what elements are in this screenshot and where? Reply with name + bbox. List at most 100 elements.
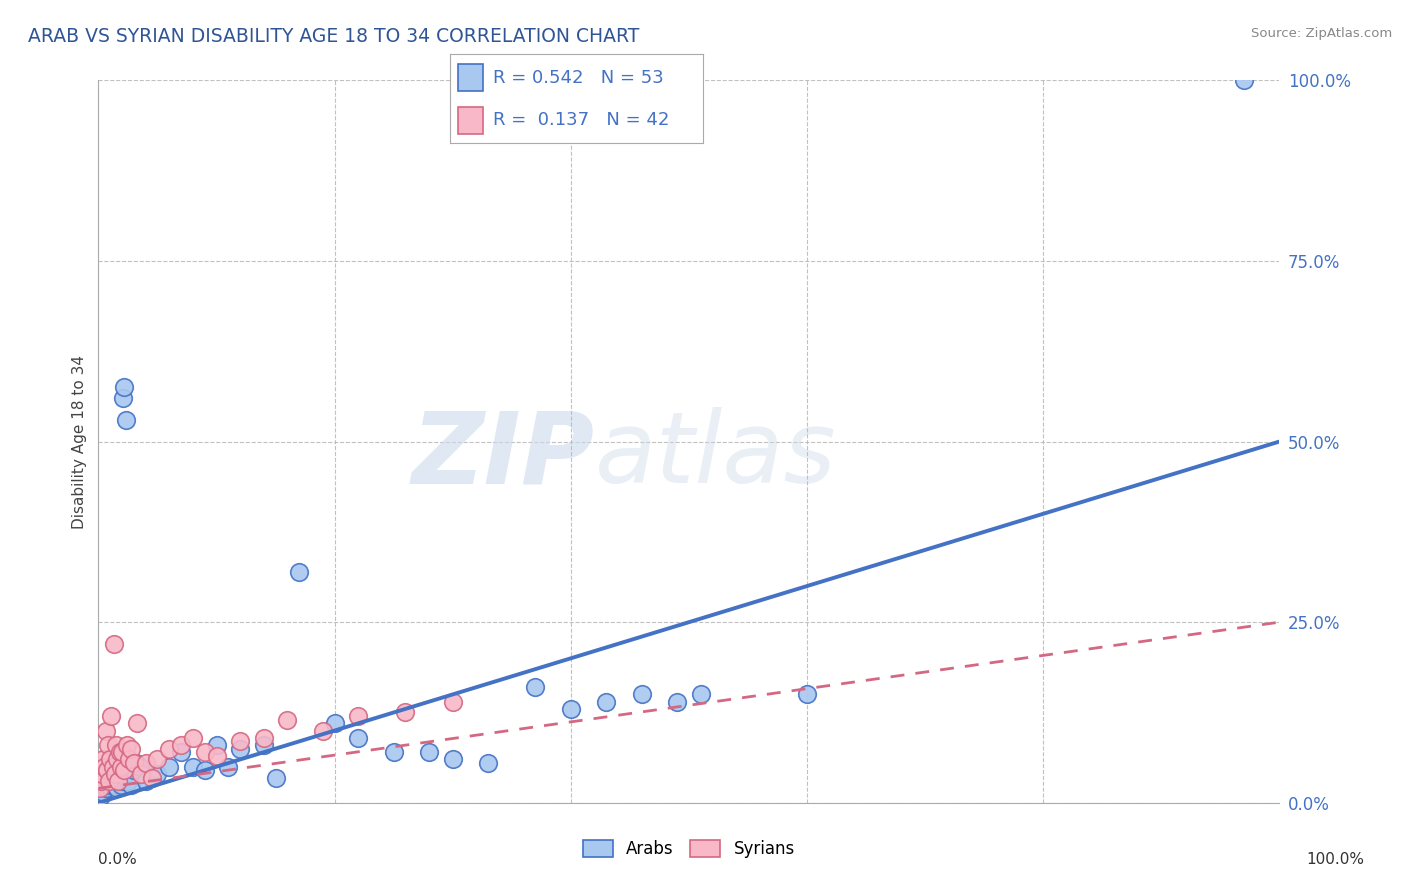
- Point: [141, 771, 163, 785]
- Point: [103, 637, 125, 651]
- Point: [441, 752, 464, 766]
- Point: [128, 760, 150, 774]
- Point: [347, 709, 370, 723]
- Point: [146, 767, 169, 781]
- Point: [105, 752, 128, 766]
- Point: [170, 745, 193, 759]
- Point: [125, 756, 148, 770]
- Point: [90, 789, 112, 803]
- Point: [100, 764, 122, 778]
- Point: [97, 778, 120, 792]
- Point: [117, 774, 139, 789]
- Text: ARAB VS SYRIAN DISABILITY AGE 18 TO 34 CORRELATION CHART: ARAB VS SYRIAN DISABILITY AGE 18 TO 34 C…: [28, 27, 640, 45]
- Text: atlas: atlas: [595, 408, 837, 505]
- Point: [127, 716, 149, 731]
- Point: [253, 738, 276, 752]
- Point: [229, 734, 252, 748]
- Point: [103, 778, 125, 792]
- Point: [105, 738, 128, 752]
- Point: [90, 774, 112, 789]
- Point: [110, 760, 132, 774]
- Point: [98, 774, 121, 789]
- Point: [104, 767, 127, 781]
- Point: [157, 741, 180, 756]
- Point: [98, 767, 121, 781]
- Point: [1233, 73, 1256, 87]
- Bar: [457, 107, 482, 134]
- Text: 100.0%: 100.0%: [1306, 852, 1364, 867]
- Point: [107, 764, 129, 778]
- Point: [121, 741, 143, 756]
- Point: [135, 774, 157, 789]
- Point: [666, 695, 689, 709]
- Point: [96, 764, 118, 778]
- Point: [170, 738, 193, 752]
- Point: [98, 774, 121, 789]
- Point: [276, 713, 298, 727]
- Point: [97, 738, 120, 752]
- Point: [312, 723, 335, 738]
- Point: [477, 756, 499, 770]
- Point: [93, 774, 115, 789]
- Point: [253, 731, 276, 745]
- Text: 0.0%: 0.0%: [98, 852, 138, 867]
- Point: [96, 771, 118, 785]
- Point: [91, 781, 114, 796]
- Point: [91, 785, 114, 799]
- Point: [105, 774, 128, 789]
- Point: [595, 695, 617, 709]
- Point: [122, 764, 145, 778]
- Point: [108, 771, 131, 785]
- Point: [135, 756, 157, 770]
- Point: [89, 781, 111, 796]
- Point: [217, 760, 239, 774]
- Point: [110, 778, 132, 792]
- Point: [112, 380, 135, 394]
- Point: [105, 781, 128, 796]
- Point: [91, 767, 114, 781]
- Text: R = 0.542   N = 53: R = 0.542 N = 53: [494, 69, 664, 87]
- Point: [93, 760, 115, 774]
- Point: [108, 745, 131, 759]
- Point: [181, 760, 204, 774]
- Point: [111, 774, 134, 789]
- Point: [121, 778, 143, 792]
- Point: [630, 687, 652, 701]
- Point: [115, 738, 138, 752]
- Point: [104, 767, 127, 781]
- Point: [94, 723, 117, 738]
- Point: [101, 771, 124, 785]
- Point: [146, 752, 169, 766]
- Point: [91, 752, 114, 766]
- Point: [524, 680, 547, 694]
- Text: ZIP: ZIP: [412, 408, 595, 505]
- Point: [157, 760, 180, 774]
- Point: [101, 760, 124, 774]
- Point: [107, 774, 129, 789]
- Point: [796, 687, 818, 701]
- Point: [111, 745, 134, 759]
- Point: [441, 695, 464, 709]
- Point: [194, 745, 217, 759]
- Point: [181, 731, 204, 745]
- Point: [288, 565, 311, 579]
- Legend: Arabs, Syrians: Arabs, Syrians: [575, 832, 803, 867]
- Point: [560, 702, 582, 716]
- Point: [112, 764, 135, 778]
- Point: [229, 741, 252, 756]
- Point: [94, 781, 117, 796]
- Point: [122, 756, 145, 770]
- Point: [394, 706, 416, 720]
- Point: [264, 771, 287, 785]
- Point: [418, 745, 440, 759]
- Point: [129, 767, 152, 781]
- Point: [689, 687, 711, 701]
- Point: [98, 752, 121, 766]
- Bar: [457, 64, 482, 91]
- Point: [118, 752, 141, 766]
- Point: [100, 709, 122, 723]
- Text: R =  0.137   N = 42: R = 0.137 N = 42: [494, 112, 669, 129]
- Point: [114, 413, 136, 427]
- Point: [205, 748, 228, 763]
- Point: [112, 391, 135, 405]
